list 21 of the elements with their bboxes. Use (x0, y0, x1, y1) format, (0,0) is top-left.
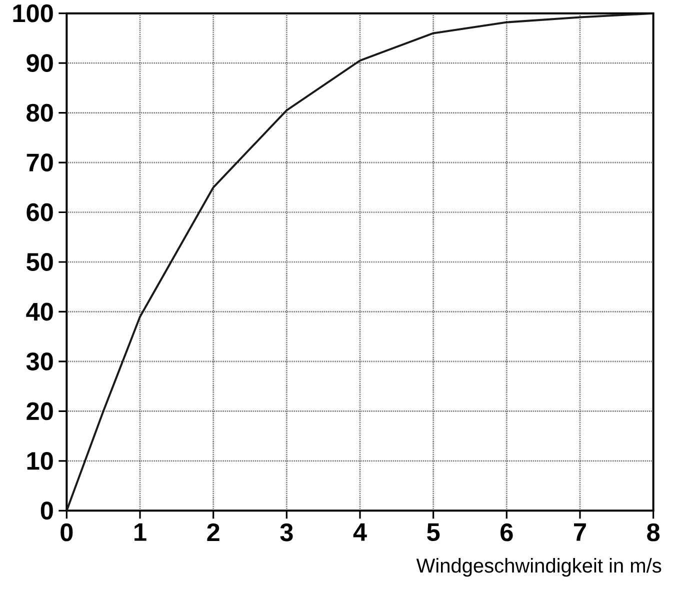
y-tick-label: 90 (26, 54, 53, 72)
x-tick-label: 6 (500, 523, 513, 542)
y-tick-label: 100 (13, 4, 53, 22)
x-tick-label: 2 (207, 523, 220, 542)
y-tick-label: 50 (26, 253, 53, 271)
x-tick-label: 5 (427, 523, 440, 542)
x-tick-label: 3 (280, 523, 293, 542)
x-tick-label: 0 (60, 523, 73, 542)
y-tick-label: 10 (27, 452, 53, 470)
y-tick-label: 80 (26, 104, 53, 122)
y-tick-label: 60 (26, 203, 53, 222)
x-tick-label: 8 (647, 523, 660, 542)
x-tick-label: 4 (353, 523, 367, 541)
x-tick-label: 1 (134, 523, 146, 541)
y-tick-label: 40 (26, 302, 53, 321)
y-tick-label: 20 (26, 402, 53, 420)
y-tick-label: 0 (40, 502, 53, 520)
x-tick-label: 7 (574, 523, 586, 541)
y-tick-label: 70 (26, 154, 53, 172)
x-axis-title: Windgeschwindigkeit in m/s (416, 558, 662, 577)
y-tick-label: 30 (26, 352, 53, 370)
